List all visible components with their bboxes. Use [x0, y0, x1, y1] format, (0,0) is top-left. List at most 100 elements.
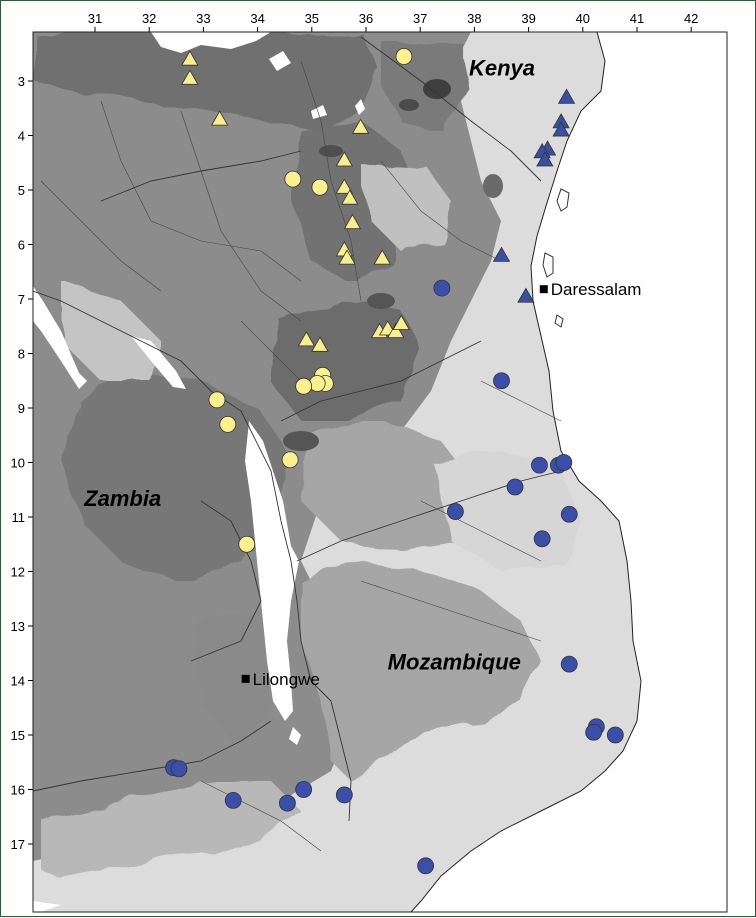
blue-circle-marker — [433, 279, 451, 297]
lake-malawi — [245, 421, 299, 721]
sample-markers — [165, 48, 624, 875]
blue-circle-marker — [585, 723, 603, 741]
plateau-light — [61, 281, 161, 381]
lon-tick-label: 40 — [576, 11, 590, 26]
lat-tick-label: 12 — [11, 565, 25, 580]
blue-circle-marker — [447, 503, 464, 520]
peak-1 — [399, 99, 419, 111]
blue-triangle-marker — [492, 246, 511, 262]
lon-tick-label: 39 — [521, 11, 535, 26]
lat-tick-label: 5 — [18, 183, 25, 198]
blue-circle-marker — [224, 792, 242, 809]
blue-circle-marker — [555, 454, 573, 471]
blue-triangle-marker — [517, 287, 535, 303]
peak-4 — [367, 293, 395, 309]
yellow-triangle-marker — [297, 331, 316, 347]
blue-circle-marker — [295, 781, 313, 798]
lon-tick-label: 42 — [684, 11, 698, 26]
lat-tick-label: 16 — [11, 783, 25, 798]
lon-tick-label: 36 — [359, 11, 373, 26]
yellow-triangle-marker — [343, 213, 362, 230]
lon-tick-label: 34 — [250, 11, 264, 26]
country-label-mozambique: Mozambique — [388, 650, 521, 675]
yellow-triangle-marker — [181, 50, 199, 66]
yellow-circle-marker — [238, 535, 256, 553]
lat-tick-label: 15 — [11, 728, 25, 743]
yellow-triangle-marker — [392, 314, 410, 330]
blue-circle-marker — [335, 786, 353, 804]
blue-circle-marker — [606, 726, 624, 744]
lon-tick-label: 31 — [88, 11, 102, 26]
longitude-ticks: 31 32 33 34 35 36 37 38 39 40 41 42 — [88, 11, 698, 32]
lat-tick-label: 17 — [11, 837, 25, 852]
blue-circle-marker — [533, 530, 551, 548]
blue-circle-marker — [170, 760, 188, 778]
blue-circle-marker — [560, 655, 578, 673]
blue-circle-marker — [531, 456, 548, 474]
lat-tick-label: 10 — [11, 456, 25, 471]
city-label-daressalam: Daressalam — [551, 280, 642, 299]
yellow-triangle-marker — [338, 249, 356, 265]
yellow-triangle-marker — [210, 110, 229, 126]
blue-circle-marker — [506, 478, 524, 496]
plateau-light-3 — [361, 161, 451, 251]
yellow-circle-marker — [208, 391, 226, 409]
country-label-zambia: Zambia — [83, 486, 161, 511]
city-marker-daressalam — [539, 285, 548, 294]
yellow-triangle-marker — [373, 249, 391, 265]
map-canvas — [33, 32, 727, 912]
lat-tick-label: 8 — [18, 347, 25, 362]
yellow-triangle-marker — [341, 189, 359, 205]
lake-kyoga — [269, 51, 291, 71]
city-marker-lilongwe — [241, 674, 250, 683]
lat-tick-label: 3 — [18, 74, 25, 89]
lake-natron — [355, 99, 365, 115]
lon-tick-label: 32 — [142, 11, 156, 26]
yellow-triangle-marker — [351, 118, 370, 134]
yellow-circle-marker — [308, 375, 326, 392]
lake-kariba-shore — [33, 901, 61, 912]
highland-mid-2 — [301, 421, 471, 551]
lat-tick-label: 9 — [18, 401, 25, 416]
island-pemba — [556, 188, 570, 212]
yellow-circle-marker — [395, 48, 413, 65]
lat-tick-label: 4 — [18, 129, 25, 144]
lon-tick-label: 37 — [413, 11, 427, 26]
upland-dark — [33, 32, 381, 131]
lake-eyasi — [311, 105, 327, 119]
lon-tick-label: 35 — [305, 11, 319, 26]
lat-tick-label: 7 — [18, 292, 25, 307]
map-border — [32, 31, 728, 913]
upland-dark-6 — [191, 611, 281, 741]
admin-boundaries — [40, 60, 562, 852]
lake-malombe — [289, 727, 301, 745]
island-mafia — [554, 314, 564, 328]
blue-triangle-marker — [557, 88, 576, 104]
blue-circle-marker — [279, 794, 296, 812]
yellow-circle-marker — [311, 178, 329, 196]
yellow-triangle-marker — [335, 151, 354, 167]
yellow-circle-marker — [219, 415, 237, 433]
blue-circle-marker — [493, 372, 510, 390]
yellow-triangle-marker — [387, 322, 405, 339]
lat-tick-label: 6 — [18, 238, 25, 253]
peak-3 — [283, 431, 319, 451]
lon-tick-label: 33 — [196, 11, 210, 26]
peak-2 — [319, 145, 343, 157]
blue-triangle-marker — [552, 121, 570, 137]
lake-victoria-shore — [151, 32, 271, 53]
lon-tick-label: 38 — [467, 11, 481, 26]
lat-tick-label: 13 — [11, 619, 25, 634]
latitude-ticks: 3 4 5 6 7 8 9 10 11 12 13 14 15 16 17 — [11, 74, 33, 852]
blue-circle-marker — [417, 857, 435, 875]
yellow-circle-marker — [295, 377, 313, 395]
coastline — [410, 32, 642, 912]
yellow-circle-marker — [284, 170, 302, 188]
peak-elgon — [423, 79, 451, 99]
yellow-triangle-marker — [311, 336, 329, 352]
lat-tick-label: 14 — [11, 674, 25, 689]
lon-tick-label: 41 — [630, 11, 644, 26]
island-zanzibar — [542, 252, 554, 278]
